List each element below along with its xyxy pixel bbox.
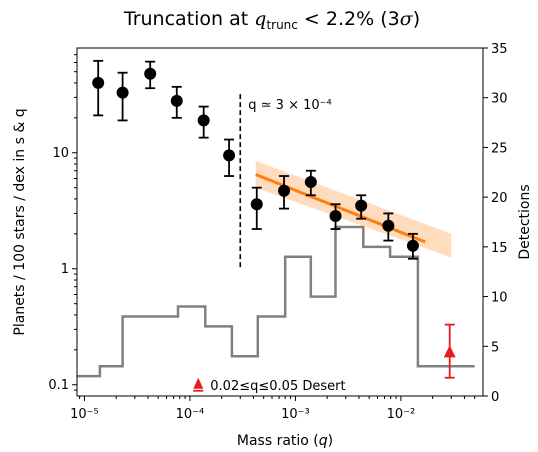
red-point <box>443 345 456 358</box>
y-right-tick-label: 15 <box>491 241 508 256</box>
data-point <box>382 219 395 232</box>
x-tick-label: 10⁻³ <box>281 407 310 422</box>
data-point <box>116 86 129 99</box>
y-right-tick-label: 30 <box>491 92 508 107</box>
data-point <box>304 175 317 188</box>
data-point <box>223 149 236 162</box>
plot-frame <box>76 47 484 397</box>
x-tick-label: 10⁻² <box>387 407 416 422</box>
y-right-tick-label: 0 <box>491 390 499 405</box>
y-right-tick-label: 5 <box>491 340 499 355</box>
chart-title: Truncation at qtrunc < 2.2% (3σ) <box>123 8 420 32</box>
data-point <box>329 209 342 222</box>
desert-limit-marker <box>193 377 204 389</box>
y-right-tick-label: 20 <box>491 191 508 206</box>
y-axis-label-left: Planets / 100 stars / dex in s & q <box>12 108 28 335</box>
y-left-tick-label: 10 <box>52 146 69 161</box>
data-point <box>250 198 263 211</box>
data-point <box>197 114 210 127</box>
y-right-tick-label: 10 <box>491 291 508 306</box>
detections-histogram <box>77 225 475 378</box>
y-right-tick-label: 25 <box>491 141 508 156</box>
x-tick-label: 10⁻⁴ <box>176 407 205 422</box>
data-point <box>170 94 183 107</box>
x-axis-label: Mass ratio (q) <box>237 433 333 449</box>
data-point <box>406 239 419 252</box>
data-point <box>92 76 105 89</box>
data-point <box>144 67 157 80</box>
y-left-tick-label: 1 <box>61 262 69 277</box>
data-point <box>355 199 368 212</box>
x-tick-label: 10⁻⁵ <box>70 407 99 422</box>
y-left-tick-label: 0.1 <box>48 378 69 393</box>
y-right-tick-label: 35 <box>491 42 508 57</box>
y-axis-label-right: Detections <box>517 184 533 259</box>
break-line-label: q ≃ 3 × 10⁻⁴ <box>248 98 331 113</box>
desert-label: 0.02≤q≤0.05 Desert <box>210 379 345 394</box>
data-point <box>278 184 291 197</box>
